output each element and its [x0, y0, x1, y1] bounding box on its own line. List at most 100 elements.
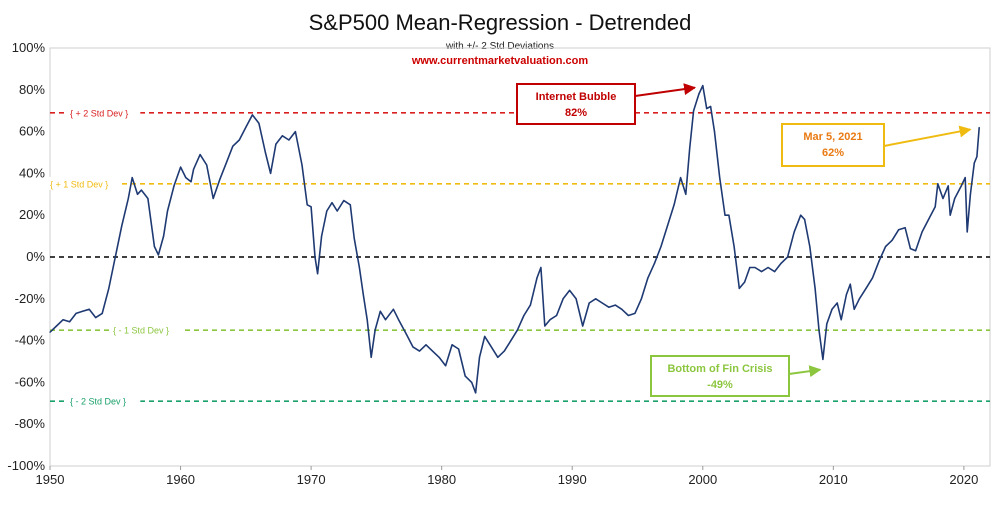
data-point — [431, 350, 434, 352]
data-point — [713, 131, 716, 133]
data-point — [82, 310, 84, 312]
series-line — [49, 84, 980, 394]
data-point — [640, 298, 643, 300]
data-point — [331, 202, 333, 204]
data-point — [185, 176, 187, 179]
data-point — [275, 143, 277, 145]
chart-title: S&P500 Mean-Regression - Detrended — [309, 10, 692, 35]
data-point — [608, 306, 610, 308]
data-point — [131, 176, 133, 179]
callout-arrow — [788, 365, 822, 378]
data-point — [685, 193, 687, 195]
data-point — [384, 319, 387, 321]
data-point — [949, 214, 951, 216]
data-point — [966, 231, 968, 233]
data-point — [804, 218, 806, 220]
data-point — [288, 139, 290, 141]
x-axis: 1950 1960 1970 1980 1990 2000 2010 2020 — [36, 466, 978, 487]
reference-line-label: { + 1 Std Dev } — [50, 179, 108, 189]
data-point — [206, 164, 208, 166]
data-point — [310, 206, 312, 208]
data-point — [489, 344, 491, 346]
data-point — [614, 304, 616, 306]
data-point — [840, 319, 842, 321]
data-point — [698, 93, 700, 95]
data-point — [101, 312, 103, 315]
data-point — [849, 283, 851, 285]
data-point — [397, 319, 400, 321]
data-point — [818, 329, 820, 331]
data-point — [349, 204, 351, 206]
y-tick-label: 40% — [19, 165, 45, 180]
data-point — [55, 325, 58, 327]
callout-value: 82% — [565, 107, 587, 119]
data-point — [358, 266, 361, 269]
data-point — [199, 153, 201, 156]
data-point — [405, 333, 408, 335]
data-point — [484, 335, 486, 338]
data-point — [921, 231, 923, 233]
data-point — [88, 308, 90, 310]
callout-value: 62% — [822, 147, 844, 159]
data-point — [575, 298, 577, 300]
data-point — [219, 179, 221, 181]
callout-box — [516, 83, 636, 125]
data-point — [588, 302, 590, 304]
data-point — [343, 199, 345, 202]
data-point — [549, 319, 551, 321]
data-point — [140, 189, 142, 191]
data-point — [954, 197, 956, 200]
data-point — [865, 287, 867, 289]
data-point — [503, 350, 505, 352]
chart-source: www.currentmarketvaluation.com — [411, 55, 588, 67]
data-point — [826, 323, 828, 325]
data-point — [62, 319, 64, 321]
x-tick-label: 1960 — [166, 472, 195, 487]
data-point — [653, 262, 656, 264]
data-point — [780, 262, 782, 264]
data-point — [928, 218, 930, 220]
y-tick-label: -100% — [7, 458, 45, 473]
data-point — [660, 245, 662, 248]
data-point — [831, 308, 833, 310]
data-point — [464, 375, 466, 377]
data-point — [225, 162, 227, 164]
data-point — [728, 214, 730, 216]
data-point — [157, 254, 159, 256]
data-point — [179, 166, 182, 168]
callout-title: Mar 5, 2021 — [803, 131, 862, 143]
data-point — [75, 312, 77, 315]
callout-box — [650, 355, 790, 397]
series-layer — [49, 84, 980, 394]
data-point — [353, 237, 355, 239]
data-point — [673, 204, 675, 206]
reference-lines: { + 2 Std Dev } { + 1 Std Dev } { - 1 Std … — [48, 105, 990, 408]
data-point — [582, 325, 584, 327]
callout-title: Bottom of Fin Crisis — [667, 363, 772, 375]
callout-arrow — [883, 125, 972, 147]
data-point — [121, 225, 123, 227]
data-point — [689, 147, 691, 149]
reference-line-label: { + 2 Std Dev } — [70, 108, 128, 118]
data-point — [853, 308, 855, 310]
x-tick-label: 1950 — [36, 472, 65, 487]
data-point — [320, 235, 323, 237]
data-point — [914, 250, 917, 252]
data-point — [108, 287, 110, 289]
data-point — [706, 108, 708, 110]
x-tick-label: 1970 — [297, 472, 326, 487]
data-point — [836, 302, 838, 304]
data-point — [516, 329, 518, 331]
data-point — [934, 206, 936, 208]
annotations: Internet Bubble 82% Mar 5, 2021 62% Bottom o… — [516, 83, 972, 397]
data-point — [301, 164, 303, 166]
data-point — [719, 176, 721, 179]
x-tick-label: 1990 — [558, 472, 587, 487]
data-point — [634, 312, 636, 315]
callout-box — [781, 123, 885, 167]
data-point — [281, 135, 283, 137]
data-point — [258, 122, 260, 124]
data-point — [710, 105, 712, 108]
data-point — [749, 266, 751, 269]
